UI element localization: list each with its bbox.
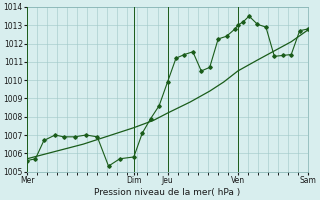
X-axis label: Pression niveau de la mer( hPa ): Pression niveau de la mer( hPa ) (94, 188, 241, 197)
